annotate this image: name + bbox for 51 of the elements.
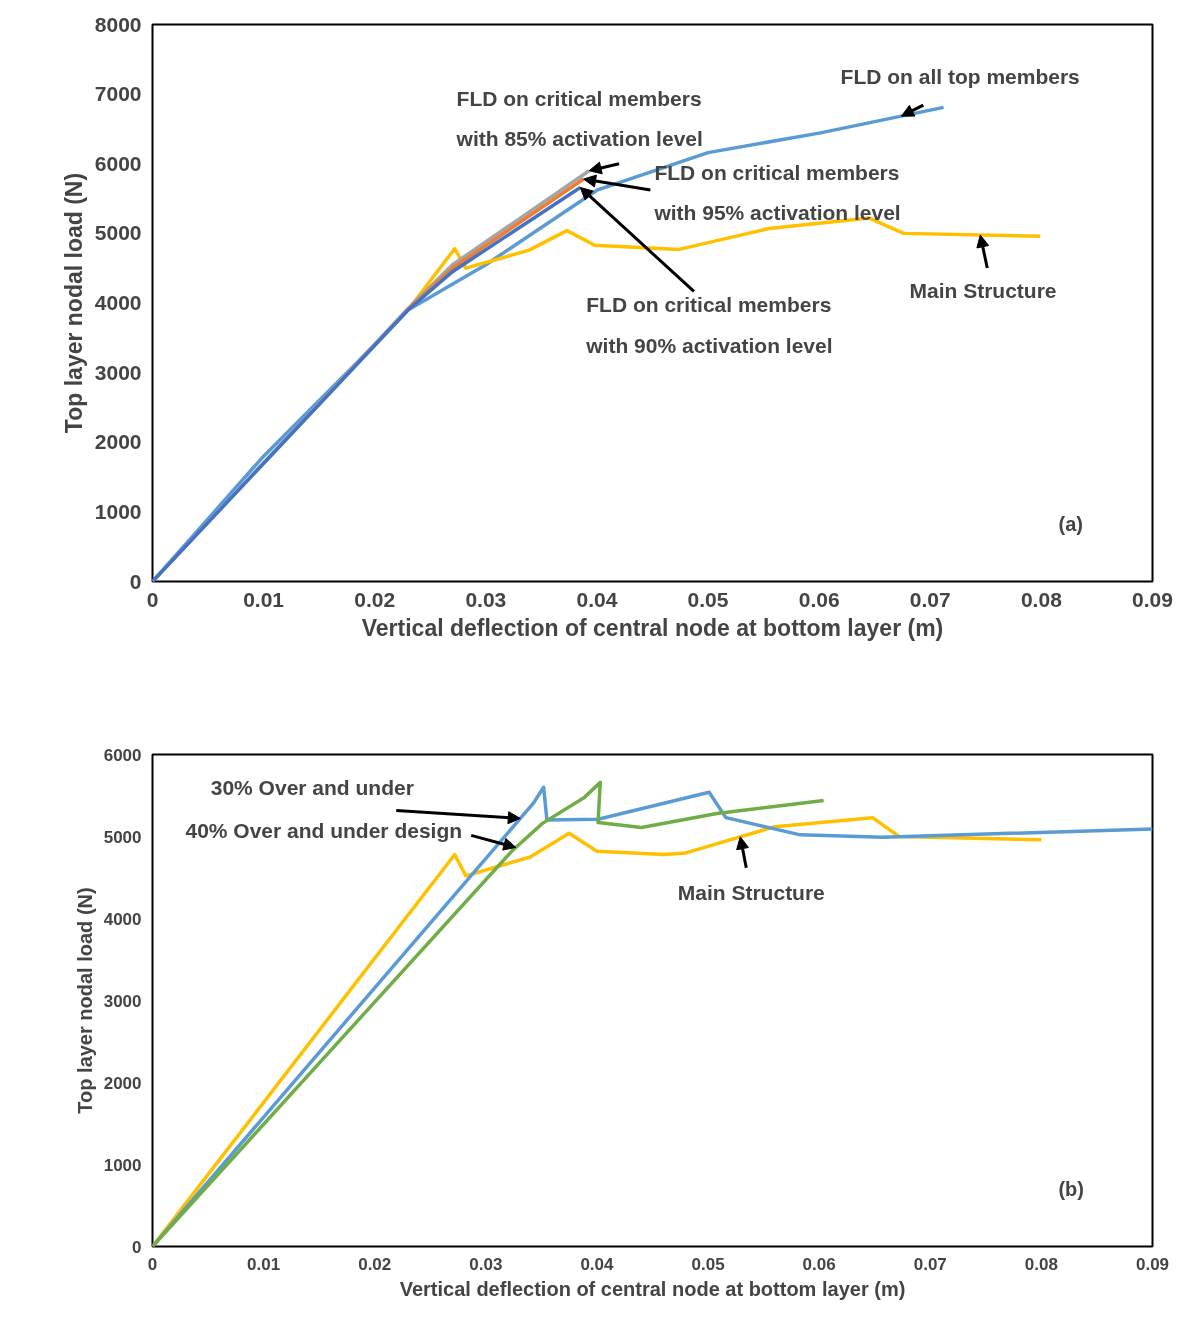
y-axis-title: Top layer nodal load (N) <box>60 172 87 434</box>
y-tick-label: 3000 <box>94 360 142 384</box>
annotation: FLD on critical members with 90% activation level <box>585 293 833 357</box>
y-tick-label: 8000 <box>94 12 142 36</box>
x-tick-label: 0.07 <box>913 1254 947 1274</box>
annotation: 40% Over and under design <box>185 819 463 843</box>
y-tick-label: 5000 <box>94 221 142 245</box>
y-tick-label: 7000 <box>94 82 142 106</box>
annotation: FLD on critical members with 95% activation level <box>653 161 901 225</box>
x-tick-label: 0.01 <box>247 1254 281 1274</box>
x-tick-label: 0 <box>146 587 159 611</box>
y-tick-label: 3000 <box>103 991 142 1011</box>
x-tick-label: 0.04 <box>576 587 618 611</box>
annotation: FLD on all top members <box>840 65 1080 89</box>
x-tick-label: 0 <box>147 1254 158 1274</box>
x-tick-label: 0.09 <box>1135 1254 1170 1274</box>
annotation: Main Structure <box>909 278 1057 302</box>
y-tick-label: 6000 <box>94 151 142 175</box>
annotation: (b) <box>1058 1177 1084 1200</box>
x-tick-label: 0.05 <box>687 587 729 611</box>
x-tick-label: 0.09 <box>1132 587 1173 611</box>
y-tick-label: 1000 <box>94 499 142 523</box>
annotation: Main Structure <box>677 880 825 904</box>
y-tick-label: 0 <box>132 1237 142 1257</box>
x-tick-label: 0.06 <box>798 587 840 611</box>
x-tick-label: 0.04 <box>580 1254 615 1274</box>
x-tick-label: 0.01 <box>243 587 285 611</box>
x-tick-label: 0.03 <box>469 1254 503 1274</box>
x-tick-label: 0.06 <box>802 1254 836 1274</box>
x-axis-title: Vertical deflection of central node at bottom layer (m) <box>361 614 944 641</box>
x-tick-label: 0.07 <box>909 587 951 611</box>
annotation: (a) <box>1058 512 1083 535</box>
x-axis-title: Vertical deflection of central node at bottom layer (m) <box>399 1277 906 1300</box>
y-tick-label: 2000 <box>103 1073 142 1093</box>
x-tick-label: 0.03 <box>465 587 507 611</box>
x-tick-label: 0.02 <box>354 587 396 611</box>
x-tick-label: 0.05 <box>691 1254 725 1274</box>
x-tick-label: 0.08 <box>1024 1254 1058 1274</box>
y-tick-label: 4000 <box>103 909 142 929</box>
annotation: FLD on critical members with 85% activation level <box>455 86 703 150</box>
x-tick-label: 0.08 <box>1020 587 1063 611</box>
y-tick-label: 2000 <box>94 430 142 454</box>
y-tick-label: 0 <box>129 569 142 593</box>
y-tick-label: 4000 <box>94 291 142 314</box>
y-tick-label: 1000 <box>103 1155 142 1175</box>
y-tick-label: 6000 <box>103 745 142 765</box>
x-tick-label: 0.02 <box>358 1254 392 1274</box>
y-axis-title: Top layer nodal load (N) <box>73 887 96 1114</box>
line-series <box>152 780 826 1247</box>
annotation: 30% Over and under <box>210 776 414 800</box>
y-tick-label: 5000 <box>103 827 142 847</box>
